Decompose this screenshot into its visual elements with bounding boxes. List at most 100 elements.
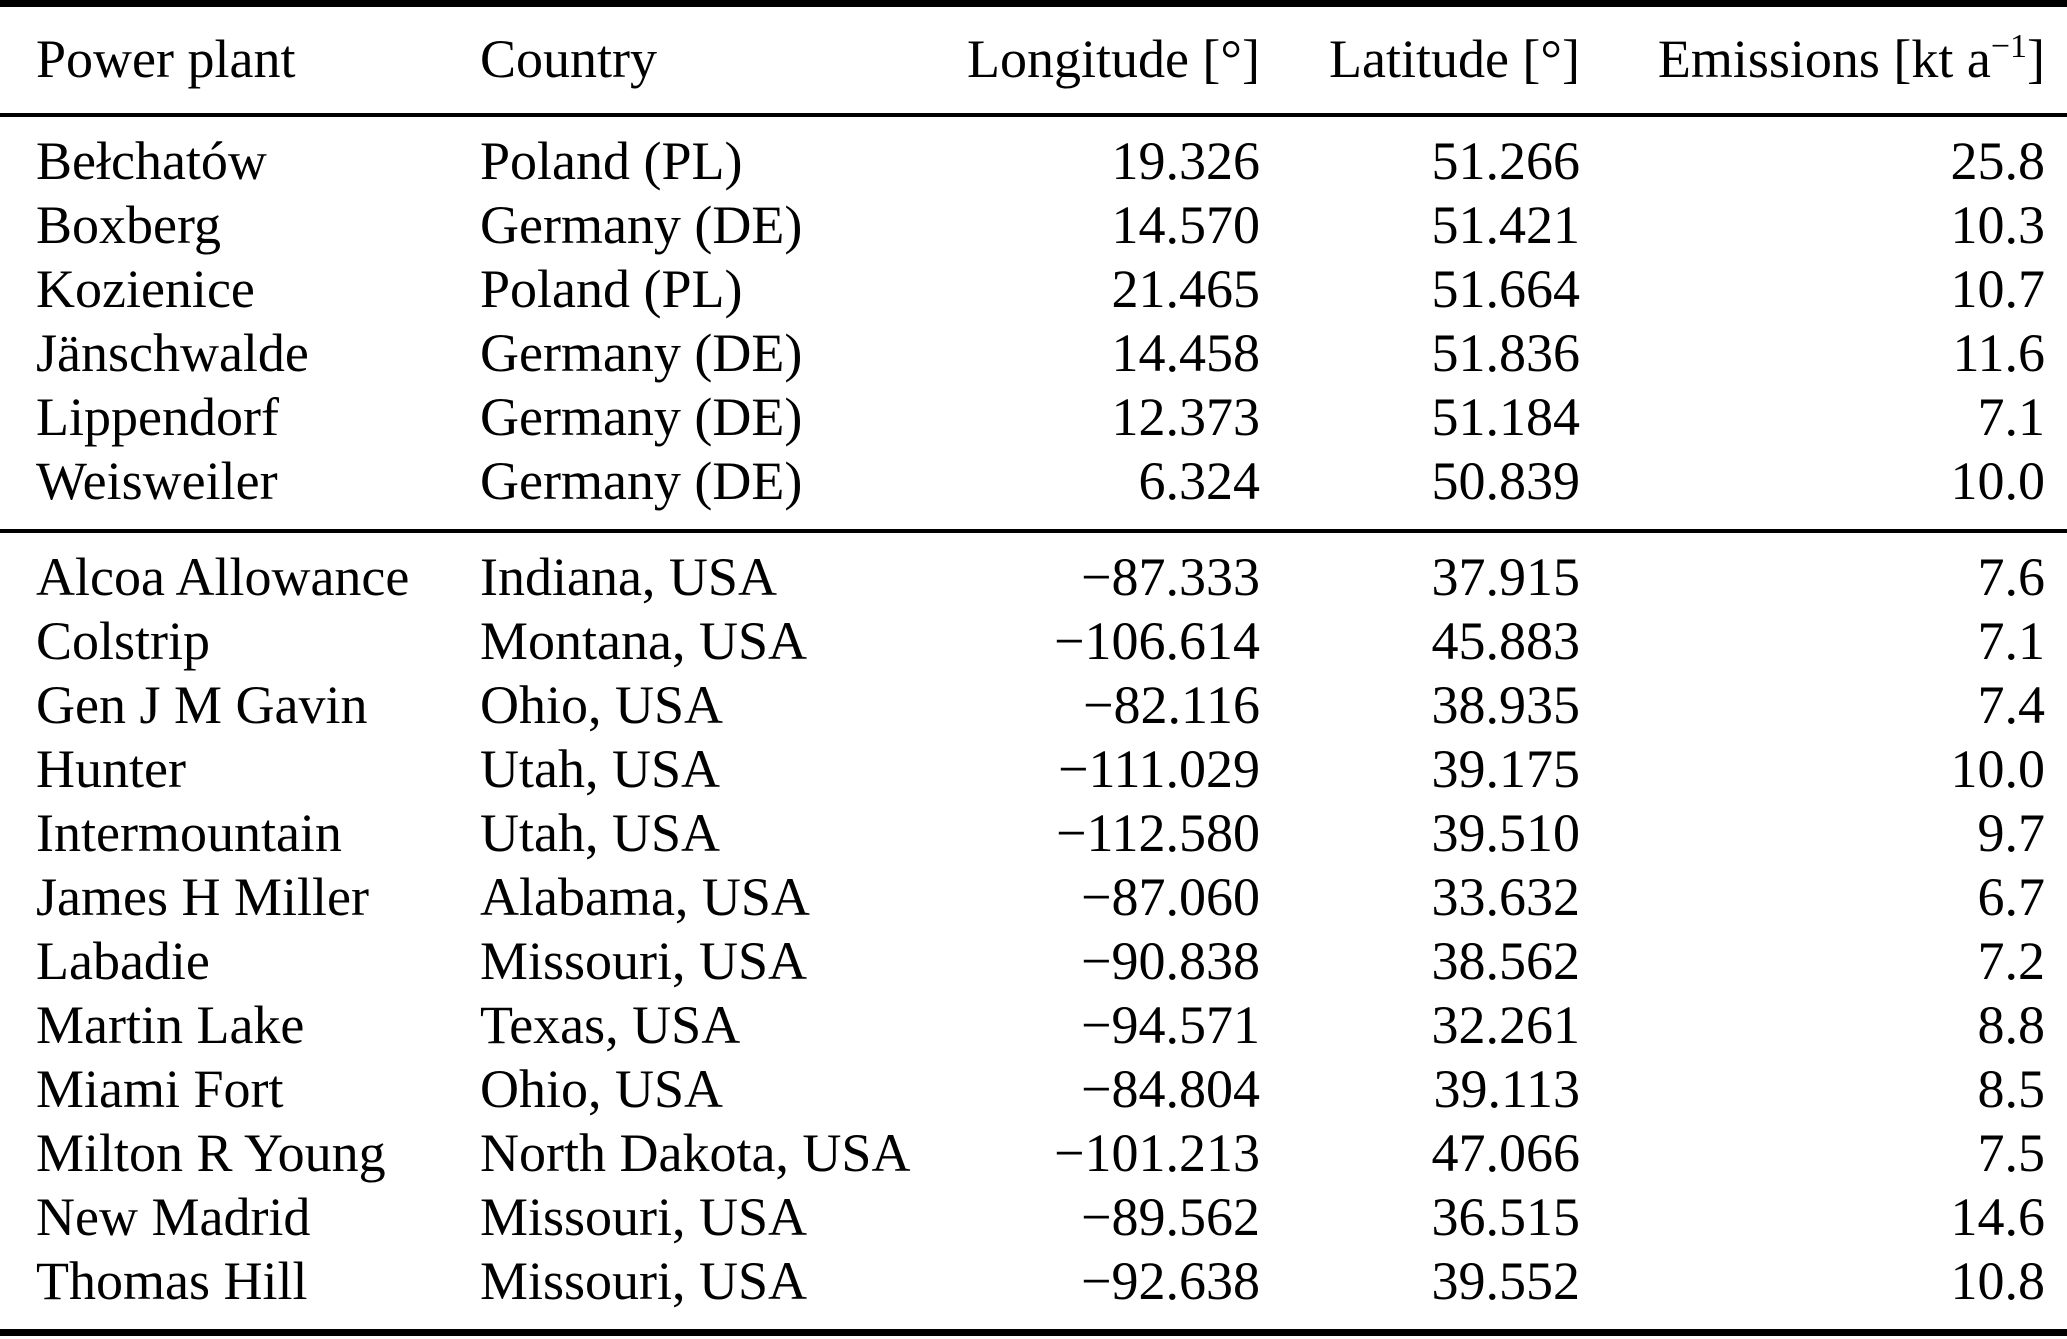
cell-latitude: 39.552 [1431, 1251, 1581, 1311]
cell-longitude: −92.638 [1081, 1251, 1260, 1311]
cell-longitude: 14.570 [1111, 195, 1261, 255]
cell-emissions: 7.6 [1580, 529, 2067, 609]
cell-emissions: 9.7 [1977, 803, 2046, 863]
cell-country: Utah, USA [480, 803, 720, 863]
cell-longitude: 14.458 [1111, 323, 1261, 383]
cell-longitude: 21.465 [1111, 259, 1261, 319]
cell-country: Ohio, USA [480, 1059, 724, 1119]
column-header-label-tail: ] [2027, 29, 2045, 89]
cell-longitude: 19.326 [1111, 131, 1261, 191]
cell-emissions: 14.6 [1950, 1187, 2046, 1247]
cell-power-plant: Thomas Hill [36, 1251, 308, 1311]
cell-country: Montana, USA [480, 611, 807, 671]
column-header-label: Latitude [°] [1329, 29, 1580, 89]
cell-longitude: 12.373 [1111, 387, 1261, 447]
cell-power-plant: Colstrip [36, 611, 211, 671]
cell-country: Germany (DE) [480, 387, 803, 447]
cell-power-plant: Jänschwalde [36, 323, 309, 383]
cell-longitude: −82.116 [1083, 675, 1260, 735]
cell-latitude: 51.836 [1431, 323, 1581, 383]
cell-country: Indiana, USA [480, 529, 930, 609]
table-row: Milton R Young North Dakota, USA −101.213 4… [0, 1121, 2067, 1185]
column-header-latitude: Latitude [°] [1260, 3, 1580, 117]
cell-country: Ohio, USA [480, 675, 724, 735]
cell-emissions: 10.0 [1950, 739, 2046, 799]
cell-longitude: −87.060 [1081, 867, 1260, 927]
column-header-emissions: Emissions [kt a−1] [1580, 3, 2067, 117]
column-header-label: Longitude [°] [966, 29, 1260, 89]
table-row: Gen J M Gavin Ohio, USA −82.116 38.935 7.4 [0, 673, 2067, 737]
cell-latitude: 51.184 [1431, 387, 1581, 447]
cell-country: Poland (PL) [480, 131, 743, 191]
table-row: Labadie Missouri, USA −90.838 38.562 7.2 [0, 929, 2067, 993]
cell-emissions: 10.3 [1950, 195, 2046, 255]
cell-power-plant: Alcoa Allowance [0, 529, 480, 609]
table-group-european-plants: Bełchatów Poland (PL) 19.326 51.266 25.8 Boxb… [0, 115, 2067, 531]
table-row: Lippendorf Germany (DE) 12.373 51.184 7.1 [0, 385, 2067, 449]
cell-latitude: 39.113 [1433, 1059, 1581, 1119]
cell-power-plant: Intermountain [36, 803, 342, 863]
cell-power-plant: Labadie [36, 931, 210, 991]
cell-country: Germany (DE) [480, 451, 803, 511]
cell-country: North Dakota, USA [480, 1123, 911, 1183]
cell-latitude: 45.883 [1431, 611, 1581, 671]
cell-emissions: 8.8 [1977, 995, 2046, 1055]
cell-longitude: −112.580 [1056, 803, 1260, 863]
cell-emissions: 7.1 [1977, 387, 2046, 447]
table-row: Weisweiler Germany (DE) 6.324 50.839 10.0 [0, 449, 2067, 531]
cell-power-plant: Bełchatów [36, 131, 267, 191]
cell-power-plant: James H Miller [36, 867, 369, 927]
cell-latitude: 51.421 [1431, 195, 1581, 255]
cell-latitude: 37.915 [1260, 529, 1580, 609]
cell-country: Texas, USA [480, 995, 741, 1055]
cell-power-plant: Kozienice [36, 259, 255, 319]
cell-longitude: −87.333 [930, 529, 1260, 609]
cell-latitude: 38.562 [1431, 931, 1581, 991]
table-row: Jänschwalde Germany (DE) 14.458 51.836 11.6 [0, 321, 2067, 385]
table-row: New Madrid Missouri, USA −89.562 36.515 14.6 [0, 1185, 2067, 1249]
cell-power-plant: Milton R Young [36, 1123, 386, 1183]
cell-longitude: −101.213 [1054, 1123, 1260, 1183]
cell-power-plant: Weisweiler [36, 451, 278, 511]
cell-latitude: 36.515 [1431, 1187, 1581, 1247]
cell-longitude: 6.324 [1138, 451, 1261, 511]
table-row: Intermountain Utah, USA −112.580 39.510 9.7 [0, 801, 2067, 865]
cell-latitude: 32.261 [1431, 995, 1581, 1055]
cell-emissions: 7.4 [1977, 675, 2046, 735]
cell-longitude: −89.562 [1081, 1187, 1260, 1247]
cell-power-plant: New Madrid [36, 1187, 311, 1247]
column-header-longitude: Longitude [°] [930, 3, 1260, 117]
column-header-label: Emissions [kt a [1657, 29, 1991, 89]
emissions-unit-exponent: −1 [1990, 28, 2028, 65]
cell-latitude: 39.175 [1431, 739, 1581, 799]
cell-power-plant: Boxberg [36, 195, 221, 255]
cell-emissions: 7.2 [1977, 931, 2046, 991]
column-header-power-plant: Power plant [0, 3, 480, 117]
cell-longitude: −84.804 [1081, 1059, 1260, 1119]
cell-emissions: 10.7 [1950, 259, 2046, 319]
cell-power-plant: Martin Lake [36, 995, 305, 1055]
cell-emissions: 7.1 [1977, 611, 2046, 671]
table-row: Bełchatów Poland (PL) 19.326 51.266 25.8 [0, 115, 2067, 193]
table-row: Alcoa Allowance Indiana, USA −87.333 37.915… [0, 529, 2067, 609]
table-group-us-plants: Alcoa Allowance Indiana, USA −87.333 37.915… [0, 529, 2067, 1333]
cell-latitude: 33.632 [1431, 867, 1581, 927]
table-row: Thomas Hill Missouri, USA −92.638 39.552 10.… [0, 1249, 2067, 1333]
cell-latitude: 51.664 [1431, 259, 1581, 319]
cell-emissions: 10.0 [1950, 451, 2046, 511]
table-row: Kozienice Poland (PL) 21.465 51.664 10.7 [0, 257, 2067, 321]
cell-latitude: 38.935 [1431, 675, 1581, 735]
cell-country: Poland (PL) [480, 259, 743, 319]
cell-country: Utah, USA [480, 739, 720, 799]
cell-power-plant: Hunter [36, 739, 186, 799]
cell-longitude: −90.838 [1081, 931, 1260, 991]
cell-power-plant: Gen J M Gavin [36, 675, 368, 735]
table-header: Power plant Country Longitude [°] Latitu… [0, 3, 2067, 117]
table-row: Colstrip Montana, USA −106.614 45.883 7.1 [0, 609, 2067, 673]
cell-country: Missouri, USA [480, 1187, 808, 1247]
cell-latitude: 51.266 [1431, 131, 1581, 191]
cell-power-plant: Lippendorf [36, 387, 279, 447]
cell-emissions: 10.8 [1950, 1251, 2046, 1311]
